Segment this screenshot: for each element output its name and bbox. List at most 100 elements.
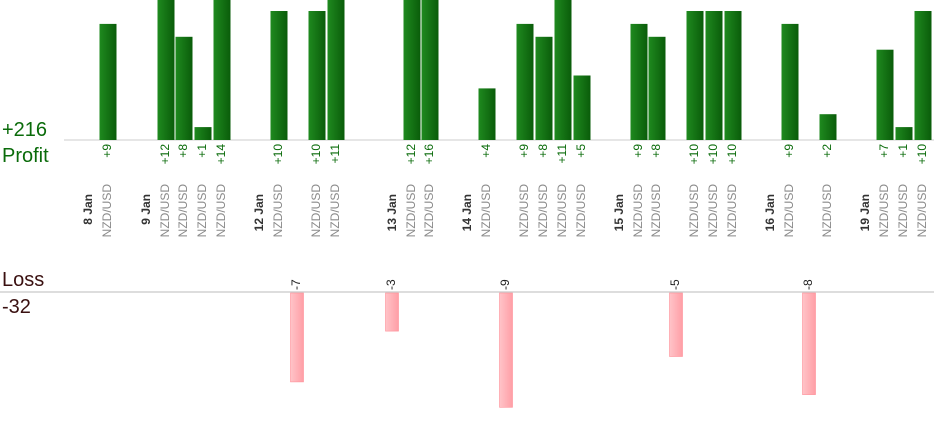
loss-bar — [669, 292, 683, 357]
pair-label: NZD/USD — [176, 184, 190, 238]
pair-label: NZD/USD — [915, 184, 929, 238]
profit-value-label: +12 — [404, 144, 418, 165]
pair-label: NZD/USD — [555, 184, 569, 238]
profit-bar — [270, 11, 288, 140]
loss-bar — [385, 292, 399, 332]
date-label: 9 Jan — [139, 194, 153, 225]
date-label: 15 Jan — [612, 194, 626, 231]
profit-value-label: +11 — [555, 144, 569, 164]
profit-bar — [327, 0, 345, 140]
profit-bar — [478, 88, 496, 140]
profit-bar — [516, 23, 534, 140]
profit-value-label: +7 — [877, 144, 891, 158]
profit-bar — [724, 11, 742, 140]
profit-bar — [99, 23, 117, 140]
pair-label: NZD/USD — [649, 184, 663, 238]
profit-bar — [403, 0, 421, 140]
profit-bar — [686, 11, 704, 140]
date-label: 12 Jan — [252, 194, 266, 231]
profit-bar — [194, 127, 212, 140]
profit-value-label: +10 — [915, 144, 929, 165]
profit-bar — [554, 0, 572, 140]
profit-value-label: +9 — [100, 144, 114, 158]
date-labels: 8 Jan 9 Jan 12 Jan 13 Jan 14 Jan 15 Jan 16 Jan… — [81, 194, 872, 231]
profit-bar — [648, 36, 666, 140]
loss-bar — [290, 292, 304, 383]
profit-value-labels: +9 +12 +8 +1 +14 +10 +10 +11 +12 +16 +4 +9 +8 +11 +5 +9… — [100, 144, 929, 165]
profit-value-label: +8 — [176, 144, 190, 158]
profit-bar — [819, 114, 837, 140]
profit-value-label: +10 — [687, 144, 701, 165]
pair-label: NZD/USD — [517, 184, 531, 238]
pair-label: NZD/USD — [706, 184, 720, 238]
profit-bar — [213, 0, 231, 140]
pair-label: NZD/USD — [631, 184, 645, 238]
loss-value-label: -9 — [498, 279, 512, 290]
loss-value-labels: -7 -3 -9 -5 -8 — [289, 279, 815, 290]
pair-label: NZD/USD — [896, 184, 910, 238]
pair-label: NZD/USD — [271, 184, 285, 238]
profit-value-label: +1 — [195, 144, 209, 158]
profit-bar — [895, 127, 913, 140]
loss-value-label: -5 — [668, 279, 682, 290]
pair-label: NZD/USD — [782, 184, 796, 238]
profit-value-label: +14 — [214, 144, 228, 165]
profit-value-label: +10 — [271, 144, 285, 165]
pair-label: NZD/USD — [820, 184, 834, 238]
profit-label: Profit — [2, 145, 49, 167]
pair-label: NZD/USD — [404, 184, 418, 238]
date-label: 8 Jan — [81, 194, 95, 225]
profit-bar — [535, 36, 553, 140]
pair-label: NZD/USD — [328, 184, 342, 238]
pair-label: NZD/USD — [877, 184, 891, 238]
pair-label: NZD/USD — [158, 184, 172, 238]
pair-label: NZD/USD — [725, 184, 739, 238]
profit-value-label: +16 — [422, 144, 436, 165]
loss-value-label: -3 — [384, 279, 398, 290]
profit-bars — [99, 0, 932, 141]
pair-labels: NZD/USD NZD/USD NZD/USD NZD/USD NZD/USD NZD/U… — [100, 184, 929, 238]
profit-value-label: +1 — [896, 144, 910, 158]
date-label: 19 Jan — [858, 194, 872, 231]
loss-label: Loss — [2, 269, 45, 291]
date-label: 14 Jan — [460, 194, 474, 231]
profit-bar — [573, 75, 591, 140]
profit-bar — [876, 49, 894, 141]
pair-label: NZD/USD — [574, 184, 588, 238]
profit-value-label: +2 — [820, 144, 834, 158]
profit-value-label: +10 — [706, 144, 720, 165]
pair-label: NZD/USD — [422, 184, 436, 238]
profit-value-label: +4 — [479, 144, 493, 158]
date-label: 16 Jan — [763, 194, 777, 231]
pair-label: NZD/USD — [195, 184, 209, 238]
profit-value-label: +10 — [725, 144, 739, 165]
profit-value-label: +8 — [649, 144, 663, 158]
profit-bar — [914, 11, 932, 140]
pair-label: NZD/USD — [100, 184, 114, 238]
profit-value-label: +9 — [631, 144, 645, 158]
profit-bar — [175, 36, 193, 140]
profit-value-label: +9 — [517, 144, 531, 158]
pair-label: NZD/USD — [214, 184, 228, 238]
pair-label: NZD/USD — [479, 184, 493, 238]
profit-bar — [781, 23, 799, 140]
profit-bar — [630, 23, 648, 140]
pair-label: NZD/USD — [309, 184, 323, 238]
loss-value-label: -7 — [289, 279, 303, 290]
loss-bars — [290, 292, 816, 408]
profit-value-label: +8 — [536, 144, 550, 158]
profit-value-label: +11 — [328, 144, 342, 164]
profit-bar — [421, 0, 439, 140]
profit-value-label: +5 — [574, 144, 588, 158]
profit-value-label: +12 — [158, 144, 172, 165]
pair-label: NZD/USD — [536, 184, 550, 238]
loss-value-label: -8 — [801, 279, 815, 290]
pair-label: NZD/USD — [687, 184, 701, 238]
profit-value-label: +9 — [782, 144, 796, 158]
profit-bar — [157, 0, 175, 140]
loss-bar — [499, 292, 513, 408]
profit-total: +216 — [2, 119, 48, 141]
profit-value-label: +10 — [309, 144, 323, 165]
